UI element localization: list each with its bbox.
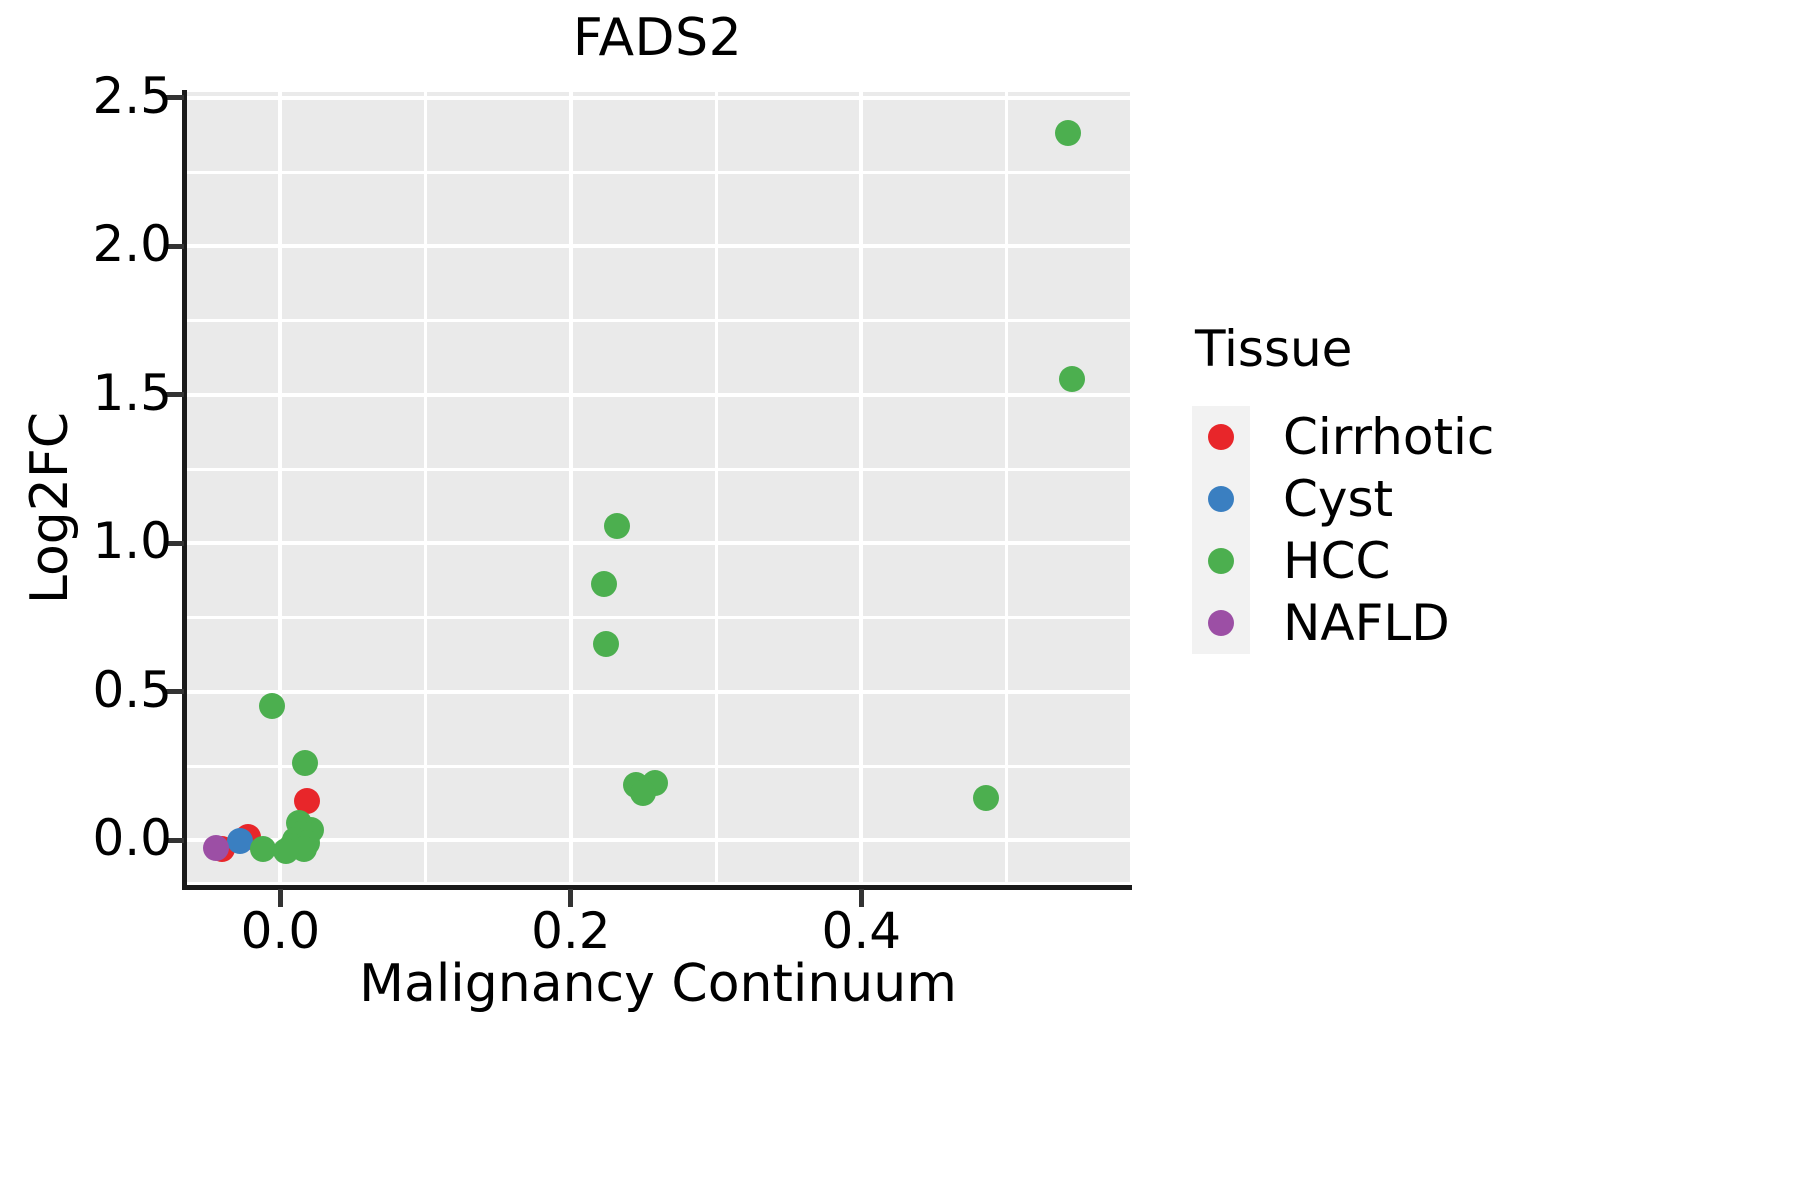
gridline-vertical-major [278,92,283,882]
x-axis-line [182,885,1132,890]
data-point-cirrhotic [293,787,320,814]
legend-key-icon [1192,530,1250,592]
y-tick-label: 2.0 [92,215,172,274]
data-point-nafld [203,835,230,862]
y-tick-label: 0.5 [92,660,172,719]
legend-item-nafld[interactable]: NAFLD [1165,592,1785,654]
legend-key-icon [1192,406,1250,468]
gridline-horizontal-major [186,689,1130,694]
gridline-vertical-minor [1005,92,1009,882]
data-point-hcc [630,780,657,807]
y-axis-line [182,90,187,890]
y-tick [166,540,184,546]
legend-dot-icon [1208,486,1234,512]
gridline-horizontal-minor [186,170,1130,174]
x-tick [858,889,864,907]
legend-dot-icon [1208,548,1234,574]
x-tick-label: 0.2 [531,902,611,960]
y-axis-title: Log2FC [20,411,80,605]
y-tick-label: 2.5 [92,66,172,125]
gridline-horizontal-minor [186,319,1130,323]
gridline-horizontal-minor [186,764,1130,768]
x-axis-title: Malignancy Continuum [359,954,957,1014]
gridline-vertical-minor [714,92,718,882]
data-point-hcc [258,693,285,720]
data-point-hcc [1054,119,1081,146]
legend-item-label: Cyst [1283,470,1394,528]
legend-key-icon [1192,468,1250,530]
legend-dot-icon [1208,424,1234,450]
y-tick-label: 1.5 [92,363,172,422]
data-point-hcc [973,784,1000,811]
y-tick-label: 1.0 [92,512,172,571]
data-point-hcc [604,513,631,540]
gridline-horizontal-minor [186,467,1130,471]
gridline-horizontal-major [186,392,1130,397]
legend-item-label: HCC [1283,532,1391,590]
x-tick-label: 0.0 [240,902,321,960]
y-tick [166,95,184,101]
legend-key-icon [1192,592,1250,654]
legend-items: Cirrhotic Cyst HCC NAFLD [1165,406,1785,654]
y-tick-labels: 0.0 0.5 1.0 1.5 2.0 2.5 [0,0,172,1200]
legend-title: Tissue [1195,320,1353,378]
legend-dot-icon [1208,610,1234,636]
gridline-horizontal-major [186,95,1130,100]
data-point-hcc [249,836,276,863]
legend-item-cyst[interactable]: Cyst [1165,468,1785,530]
data-point-hcc [292,749,319,776]
plot-panel [186,92,1130,882]
gridline-vertical-minor [424,92,428,882]
data-point-hcc [592,631,619,658]
x-tick-label: 0.4 [821,902,902,960]
y-tick [166,689,184,695]
x-tick [277,889,283,907]
y-tick [166,392,184,398]
y-tick [166,837,184,843]
legend-item-label: NAFLD [1283,594,1450,652]
gridline-horizontal-major [186,541,1130,546]
data-point-hcc [1058,366,1085,393]
gridline-vertical-major [859,92,864,882]
gridline-horizontal-major [186,244,1130,249]
data-point-hcc [591,571,618,598]
gridline-horizontal-major [186,838,1130,843]
chart-title: FADS2 [572,8,743,68]
y-tick [166,243,184,249]
legend: Tissue Cirrhotic Cyst HCC NAFLD [1165,320,1785,654]
x-tick [568,889,574,907]
data-point-cyst [226,828,253,854]
legend-item-cirrhotic[interactable]: Cirrhotic [1165,406,1785,468]
gridline-horizontal-minor [186,616,1130,620]
data-point-hcc [273,837,300,864]
legend-item-label: Cirrhotic [1283,408,1495,466]
y-tick-label: 0.0 [92,809,172,868]
legend-item-hcc[interactable]: HCC [1165,530,1785,592]
gridline-vertical-major [568,92,573,882]
